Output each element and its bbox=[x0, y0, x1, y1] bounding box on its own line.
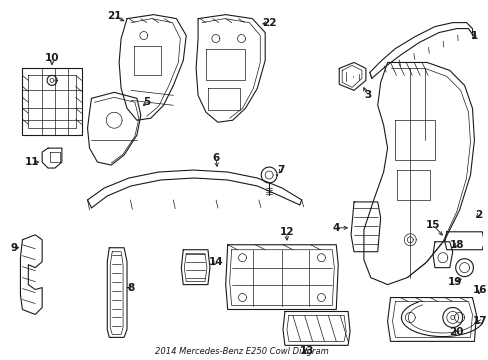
Text: 2014 Mercedes-Benz E250 Cowl Diagram: 2014 Mercedes-Benz E250 Cowl Diagram bbox=[155, 347, 328, 356]
Text: 17: 17 bbox=[472, 316, 487, 327]
Text: 14: 14 bbox=[208, 257, 223, 267]
Text: 5: 5 bbox=[143, 97, 150, 107]
Text: 7: 7 bbox=[277, 165, 284, 175]
Text: 9: 9 bbox=[11, 243, 18, 253]
Text: 3: 3 bbox=[364, 90, 371, 100]
Text: 6: 6 bbox=[212, 153, 219, 163]
Text: 21: 21 bbox=[107, 11, 121, 21]
Text: 4: 4 bbox=[332, 223, 339, 233]
Text: 16: 16 bbox=[472, 284, 487, 294]
Text: 10: 10 bbox=[45, 54, 59, 63]
Text: 18: 18 bbox=[448, 240, 463, 250]
Text: 8: 8 bbox=[127, 283, 134, 293]
Text: 2: 2 bbox=[474, 210, 481, 220]
Text: 15: 15 bbox=[425, 220, 439, 230]
Text: 13: 13 bbox=[299, 346, 313, 356]
Text: 22: 22 bbox=[262, 18, 276, 28]
Text: 11: 11 bbox=[25, 157, 40, 167]
Text: 12: 12 bbox=[279, 227, 294, 237]
Text: 20: 20 bbox=[448, 327, 463, 337]
Text: 19: 19 bbox=[447, 276, 461, 287]
Text: 1: 1 bbox=[470, 31, 477, 41]
